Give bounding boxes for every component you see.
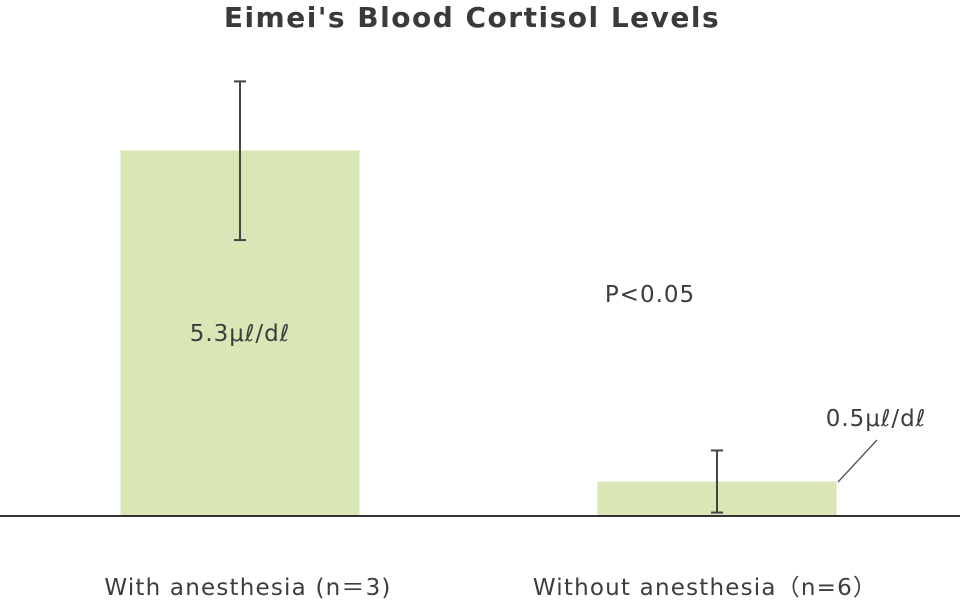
chart-title: Eimei's Blood Cortisol Levels: [224, 1, 720, 34]
value-label-2: 0.5μℓ/dℓ: [826, 406, 927, 432]
error-bar-1: [234, 80, 246, 242]
category-label-2: Without anesthesia（n=6）: [533, 575, 877, 601]
error-bar-2: [711, 449, 723, 514]
value-label-leader-line: [837, 439, 878, 483]
value-label-1: 5.3μℓ/dℓ: [190, 321, 291, 347]
category-label-1: With anesthesia (n＝3): [104, 575, 391, 601]
significance-annotation: P<0.05: [605, 282, 695, 308]
bars-layer: [120, 80, 837, 516]
